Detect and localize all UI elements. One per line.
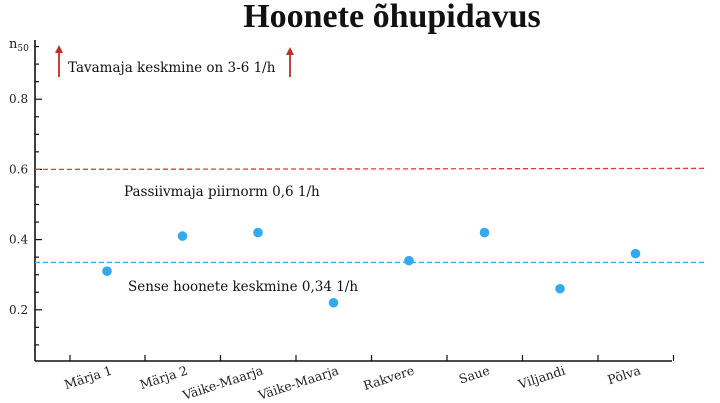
y-tick-label: 0.6 xyxy=(9,162,28,176)
up-arrow-icon xyxy=(286,47,294,77)
chart-title: Hoonete õhupidavus xyxy=(243,0,541,35)
data-point xyxy=(253,227,263,238)
y-tick-label: 0.4 xyxy=(9,233,28,247)
y-axis-label-main: n xyxy=(9,37,18,52)
data-point xyxy=(404,255,414,266)
data-point xyxy=(630,248,641,259)
top-annotation: Tavamaja keskmine on 3-6 1/h xyxy=(68,60,276,76)
up-arrow-icon xyxy=(55,45,63,77)
x-tick-label: Märja 1 xyxy=(62,363,114,393)
axes: 0.2 0.4 0.6 0.8 xyxy=(9,40,675,362)
reference-line-label: Sense hoonete keskmine 0,34 1/h xyxy=(128,279,358,295)
reference-line-label: Passiivmaja piirnorm 0,6 1/h xyxy=(124,184,320,200)
data-point xyxy=(177,231,188,241)
data-point xyxy=(328,297,339,308)
data-point xyxy=(102,266,112,276)
y-axis-label: n50 xyxy=(9,37,29,54)
y-tick-label: 0.2 xyxy=(9,303,28,317)
x-tick-label: Rakvere xyxy=(361,363,416,394)
data-point xyxy=(555,283,565,294)
y-tick-label: 0.8 xyxy=(9,92,28,106)
reference-line xyxy=(34,167,706,171)
y-axis-label-sub: 50 xyxy=(17,44,29,54)
x-tick-label: Väike-Maarja xyxy=(180,362,266,403)
x-tick-label: Põlva xyxy=(606,362,643,387)
annotations: Passiivmaja piirnorm 0,6 1/h Sense hoonet… xyxy=(55,45,358,295)
data-point xyxy=(479,227,490,238)
x-tick-label: Saue xyxy=(457,363,492,387)
x-tick-label: Viljandi xyxy=(516,363,567,392)
data-points xyxy=(102,227,641,308)
x-tick-label: Väike-Maarja xyxy=(255,362,341,403)
reference-lines xyxy=(34,167,706,264)
